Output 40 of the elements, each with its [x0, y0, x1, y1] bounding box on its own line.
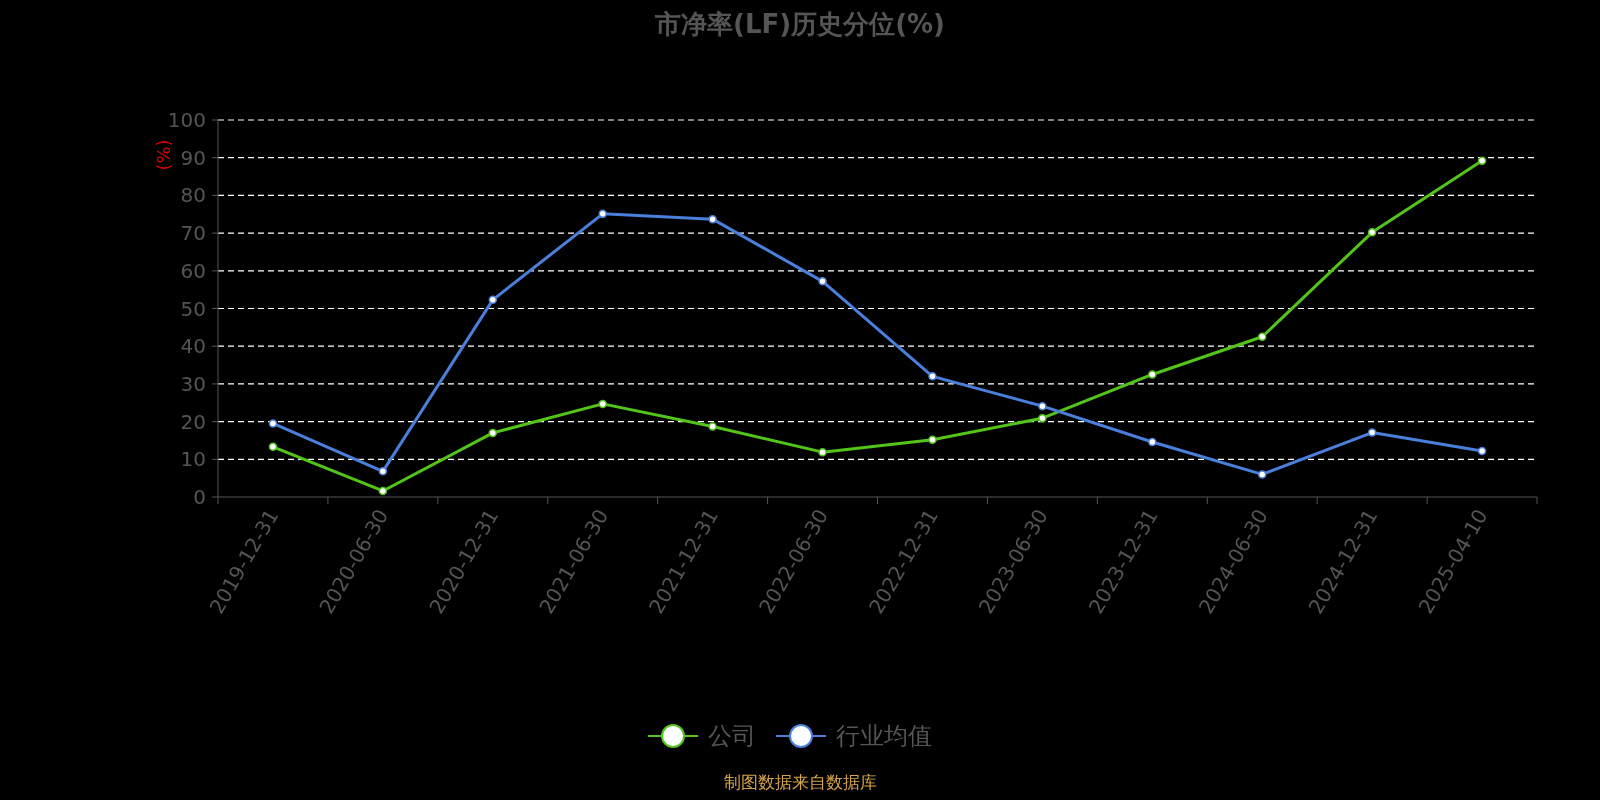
point — [1038, 401, 1047, 411]
y-tick-label: 50 — [180, 296, 206, 321]
legend-label: 公司 — [708, 722, 756, 751]
point — [378, 467, 388, 476]
point — [1257, 332, 1267, 342]
point — [708, 214, 717, 224]
y-tick-label: 10 — [180, 447, 206, 472]
text: 制图数据来自数据库 — [723, 772, 877, 792]
y-tick-label: 100 — [167, 108, 206, 132]
y-tick-label: 40 — [180, 334, 206, 359]
point — [818, 447, 827, 457]
point — [1148, 370, 1157, 379]
point — [928, 372, 937, 381]
y-tick-label: 70 — [180, 221, 206, 246]
point — [268, 419, 278, 428]
point — [1367, 428, 1377, 437]
point — [708, 422, 717, 431]
point — [598, 399, 607, 409]
y-tick-label: 80 — [180, 183, 206, 208]
chart-title: 市净率(LF)历史分位(%) — [654, 9, 945, 39]
y-tick-label: 0 — [193, 485, 206, 509]
point — [818, 277, 827, 286]
y-tick-label: 90 — [180, 145, 206, 170]
point — [268, 442, 278, 452]
y-tick-label: 30 — [180, 371, 206, 396]
point — [1038, 413, 1047, 423]
point — [1367, 228, 1377, 237]
point — [598, 209, 607, 219]
point — [1477, 446, 1487, 456]
point — [488, 428, 498, 438]
y-tick-label: 20 — [180, 409, 206, 434]
point — [928, 435, 937, 444]
point — [378, 486, 388, 496]
point — [1257, 470, 1267, 479]
point — [1148, 437, 1157, 447]
point — [1477, 156, 1487, 165]
legend-label: 行业均值 — [836, 722, 932, 751]
y-axis-title: (%) — [153, 139, 175, 171]
point — [488, 295, 498, 305]
y-tick-label: 60 — [180, 258, 206, 283]
